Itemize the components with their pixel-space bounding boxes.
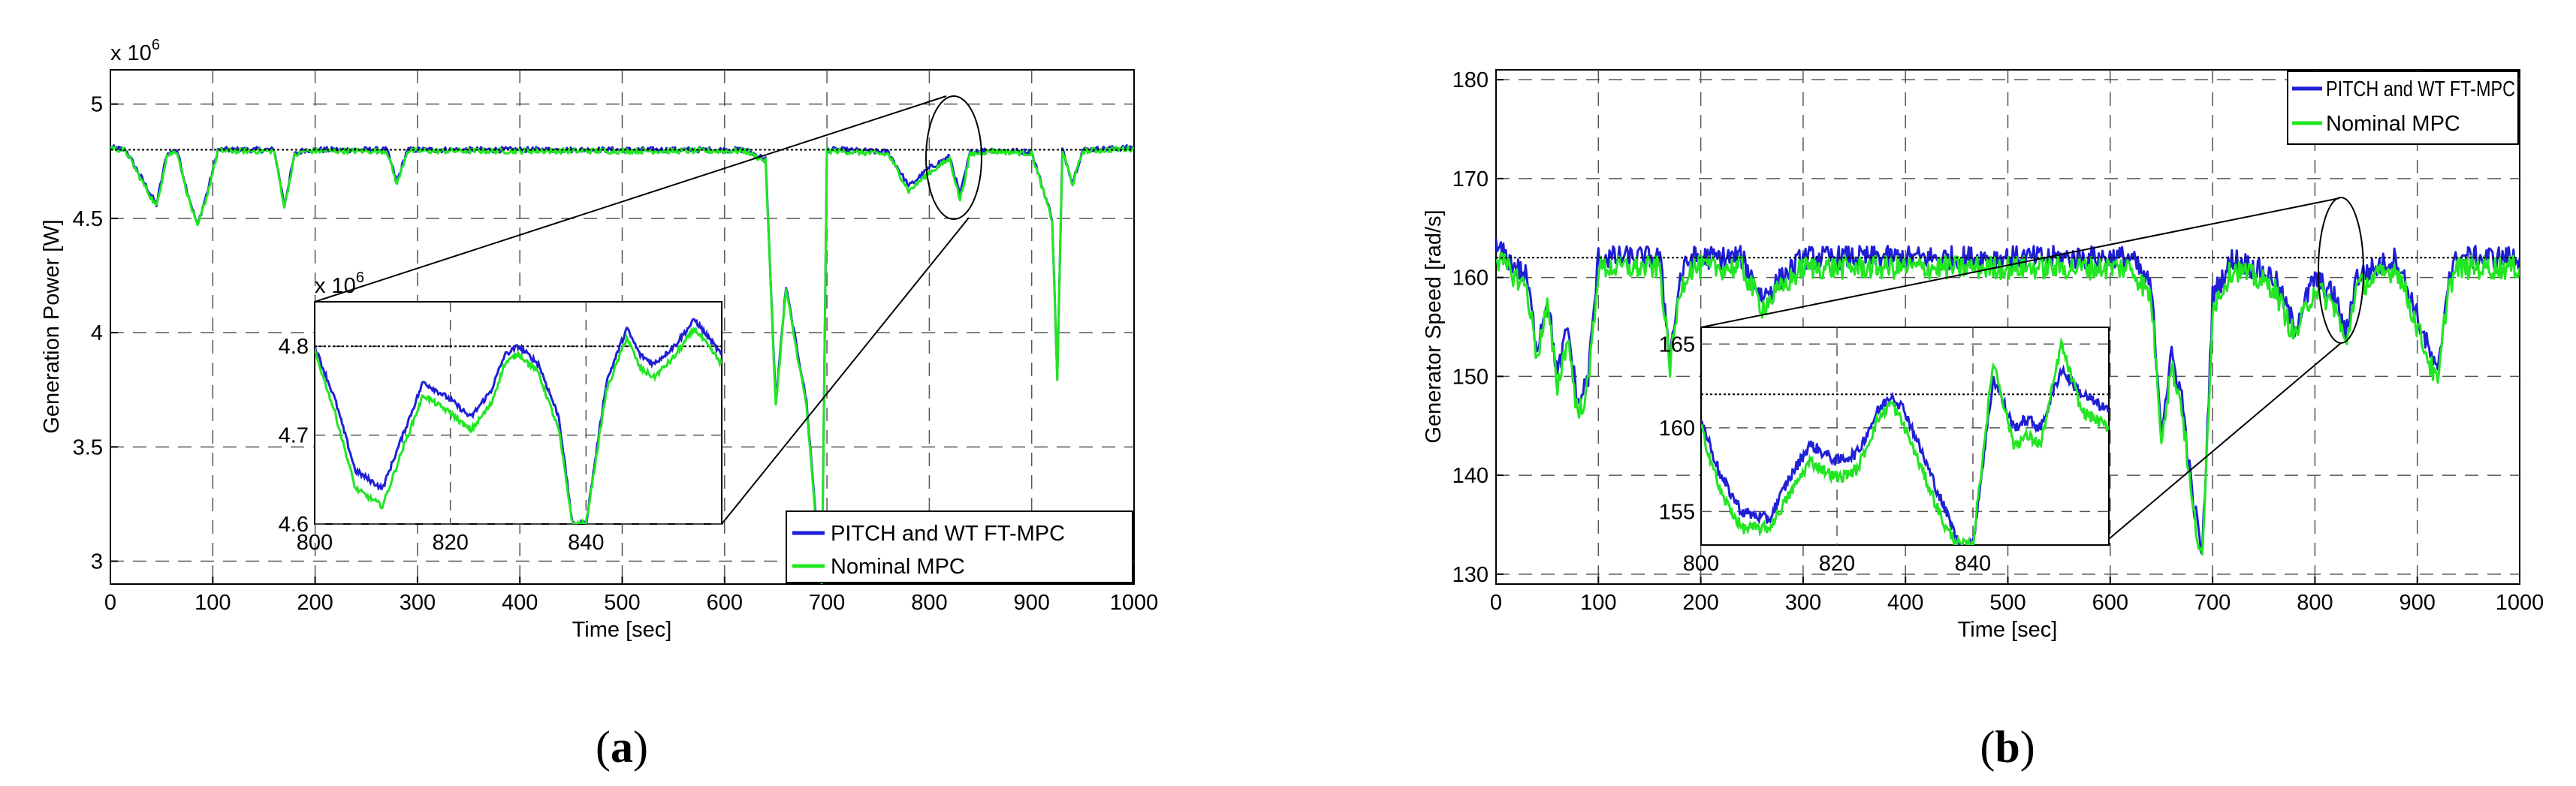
axis-ticks-a: 0 100 200 300 400 500 600 700 800 900 1000 3 3.5 4 4.5… bbox=[73, 93, 1159, 615]
inset-ticks-a: 800 820 840 4.6 4.7 4.8 bbox=[279, 335, 605, 555]
inset-y-tick-label: 160 bbox=[1659, 417, 1695, 441]
inset-x-tick-label: 800 bbox=[297, 531, 333, 555]
series-group-a bbox=[110, 144, 1134, 584]
x-tick-label: 600 bbox=[707, 591, 743, 615]
x-tick-label: 900 bbox=[2400, 591, 2436, 615]
inset-series-b bbox=[1701, 336, 2109, 545]
y-tick-label: 150 bbox=[1452, 365, 1489, 389]
y-tick-label: 3 bbox=[91, 550, 103, 574]
inset-x-tick-label: 820 bbox=[432, 531, 468, 555]
y-axis-label-a: Generation Power [W] bbox=[40, 219, 64, 433]
y-tick-label: 130 bbox=[1452, 563, 1489, 587]
legend-label-fault-a: PITCH and WT FT-MPC bbox=[831, 522, 1065, 546]
zoom-connector-b-top bbox=[1700, 197, 2340, 328]
chart-panel-a: 0 100 200 300 400 500 600 700 800 900 1000 3 3.5 4 4.5… bbox=[40, 37, 1158, 642]
inset-x-tick-label: 820 bbox=[1819, 552, 1855, 576]
x-tick-label: 700 bbox=[809, 591, 845, 615]
zoom-marker-a bbox=[925, 95, 982, 220]
x-tick-label: 100 bbox=[1580, 591, 1616, 615]
x-tick-label: 800 bbox=[911, 591, 947, 615]
inset-chart-a: 800 820 840 4.6 4.7 4.8 x 106 bbox=[279, 270, 722, 555]
x-tick-label: 1000 bbox=[1110, 591, 1159, 615]
x-tick-label: 700 bbox=[2194, 591, 2231, 615]
inset-x-tick-label: 800 bbox=[1683, 552, 1719, 576]
legend-b: PITCH and WT FT-MPC Nominal MPC bbox=[2287, 71, 2519, 145]
x-tick-label: 800 bbox=[2297, 591, 2333, 615]
legend-label-nominal-a: Nominal MPC bbox=[831, 555, 965, 579]
inset-y-tick-label: 165 bbox=[1659, 333, 1695, 357]
inset-chart-b: 800 820 840 155 160 165 bbox=[1659, 327, 2110, 576]
x-tick-label: 100 bbox=[195, 591, 231, 615]
x-tick-label: 0 bbox=[104, 591, 116, 615]
legend-label-nominal-b: Nominal MPC bbox=[2326, 112, 2460, 136]
y-tick-label: 4.5 bbox=[73, 207, 103, 231]
legend-box-a bbox=[786, 510, 1133, 583]
chart-panel-b: 0 100 200 300 400 500 600 700 800 900 1000 130 140 15… bbox=[1422, 68, 2544, 642]
x-tick-label: 200 bbox=[1682, 591, 1718, 615]
x-tick-label: 500 bbox=[1989, 591, 2026, 615]
x-tick-label: 200 bbox=[297, 591, 333, 615]
y-tick-label: 5 bbox=[91, 93, 103, 117]
inset-y-tick-label: 4.7 bbox=[279, 424, 309, 448]
inset-y-tick-label: 4.8 bbox=[279, 335, 309, 359]
inset-y-tick-label: 4.6 bbox=[279, 513, 309, 537]
inset-plot-area-b bbox=[1700, 327, 2110, 546]
x-tick-label: 0 bbox=[1490, 591, 1502, 615]
series-group-b bbox=[1496, 238, 2520, 556]
x-tick-label: 400 bbox=[1887, 591, 1923, 615]
axis-ticks-b: 0 100 200 300 400 500 600 700 800 900 1000 130 140 15… bbox=[1452, 68, 2544, 615]
x-axis-label-b: Time [sec] bbox=[1958, 618, 2058, 642]
y-tick-label: 180 bbox=[1452, 68, 1489, 92]
zoom-connector-a-top bbox=[314, 95, 947, 303]
panel-caption-a: (a) bbox=[596, 722, 648, 772]
inset-y-exponent-a: x 106 bbox=[315, 270, 364, 298]
series-line-nominal bbox=[110, 145, 1134, 584]
x-tick-label: 600 bbox=[2092, 591, 2128, 615]
inset-series-line-fault bbox=[315, 318, 722, 524]
x-tick-label: 300 bbox=[1785, 591, 1821, 615]
inset-series-line-fault bbox=[1701, 363, 2109, 545]
zoom-connector-a-bottom bbox=[721, 217, 970, 525]
y-tick-label: 140 bbox=[1452, 464, 1489, 488]
panel-caption-b: (b) bbox=[1980, 722, 2035, 772]
x-tick-label: 500 bbox=[604, 591, 640, 615]
x-axis-label-a: Time [sec] bbox=[572, 618, 672, 642]
y-tick-label: 170 bbox=[1452, 167, 1489, 191]
inset-series-line-nominal bbox=[1701, 336, 2109, 545]
legend-box-b bbox=[2287, 71, 2519, 145]
x-tick-label: 300 bbox=[400, 591, 436, 615]
y-tick-label: 4 bbox=[91, 321, 103, 345]
y-tick-label: 3.5 bbox=[73, 435, 103, 459]
inset-ticks-b: 800 820 840 155 160 165 bbox=[1659, 333, 1992, 576]
legend-a: PITCH and WT FT-MPC Nominal MPC bbox=[786, 510, 1133, 583]
x-tick-label: 400 bbox=[502, 591, 538, 615]
legend-label-fault-b: PITCH and WT FT-MPC bbox=[2326, 77, 2515, 101]
y-axis-label-b: Generator Speed [rad/s] bbox=[1422, 209, 1446, 443]
inset-series-line-nominal bbox=[315, 326, 722, 524]
y-tick-label: 160 bbox=[1452, 267, 1489, 291]
inset-x-tick-label: 840 bbox=[568, 531, 604, 555]
inset-x-tick-label: 840 bbox=[1955, 552, 1991, 576]
x-tick-label: 900 bbox=[1014, 591, 1050, 615]
series-line-nominal bbox=[1496, 251, 2520, 556]
x-tick-label: 1000 bbox=[2496, 591, 2544, 615]
zoom-connector-b-bottom bbox=[2108, 342, 2342, 540]
inset-plot-area-a bbox=[314, 301, 722, 525]
inset-series-a bbox=[315, 318, 722, 524]
inset-y-tick-label: 155 bbox=[1659, 500, 1695, 524]
y-exponent-a: x 106 bbox=[110, 37, 160, 65]
